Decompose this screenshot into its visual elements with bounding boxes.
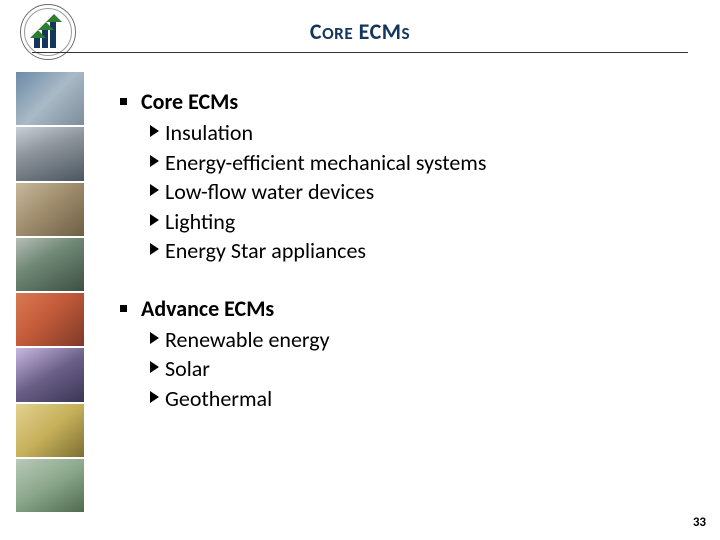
content-body: Core ECMs InsulationEnergy-efficient mech… [120,88,680,442]
square-bullet-icon [120,98,127,105]
triangle-bullet-icon [150,243,159,255]
strip-thumb [16,348,84,401]
list-item: Energy-efficient mechanical systems [150,149,680,177]
triangle-bullet-icon [150,214,159,226]
item-text: Energy-efficient mechanical systems [165,149,486,177]
list-item: Solar [150,355,680,383]
item-text: Lighting [165,208,235,236]
strip-thumb [16,72,84,125]
item-text: Low-flow water devices [165,178,374,206]
list-item: Insulation [150,119,680,147]
strip-thumb [16,459,84,512]
list-item: Lighting [150,208,680,236]
section-title: Core ECMs [141,88,238,115]
section: Advance ECMs Renewable energySolarGeother… [120,295,680,413]
triangle-bullet-icon [150,155,159,167]
header: CORE ECMS [0,0,720,60]
section: Core ECMs InsulationEnergy-efficient mech… [120,88,680,265]
photo-strip [16,72,84,512]
item-text: Solar [165,355,210,383]
item-list: Renewable energySolarGeothermal [150,326,680,413]
section-title: Advance ECMs [141,295,274,322]
item-text: Renewable energy [165,326,330,354]
strip-thumb [16,183,84,236]
triangle-bullet-icon [150,125,159,137]
item-list: InsulationEnergy-efficient mechanical sy… [150,119,680,265]
list-item: Energy Star appliances [150,237,680,265]
section-header: Advance ECMs [120,295,680,322]
strip-thumb [16,404,84,457]
list-item: Geothermal [150,385,680,413]
item-text: Geothermal [165,385,272,413]
page-title: CORE ECMS [0,18,720,45]
list-item: Low-flow water devices [150,178,680,206]
triangle-bullet-icon [150,332,159,344]
triangle-bullet-icon [150,391,159,403]
slide: CORE ECMS Core ECMs InsulationEnergy-effi… [0,0,720,540]
title-divider [32,52,688,53]
list-item: Renewable energy [150,326,680,354]
section-header: Core ECMs [120,88,680,115]
item-text: Energy Star appliances [165,237,366,265]
triangle-bullet-icon [150,184,159,196]
strip-thumb [16,238,84,291]
triangle-bullet-icon [150,361,159,373]
page-number: 33 [693,515,706,530]
strip-thumb [16,293,84,346]
strip-thumb [16,127,84,180]
square-bullet-icon [120,305,127,312]
item-text: Insulation [165,119,253,147]
